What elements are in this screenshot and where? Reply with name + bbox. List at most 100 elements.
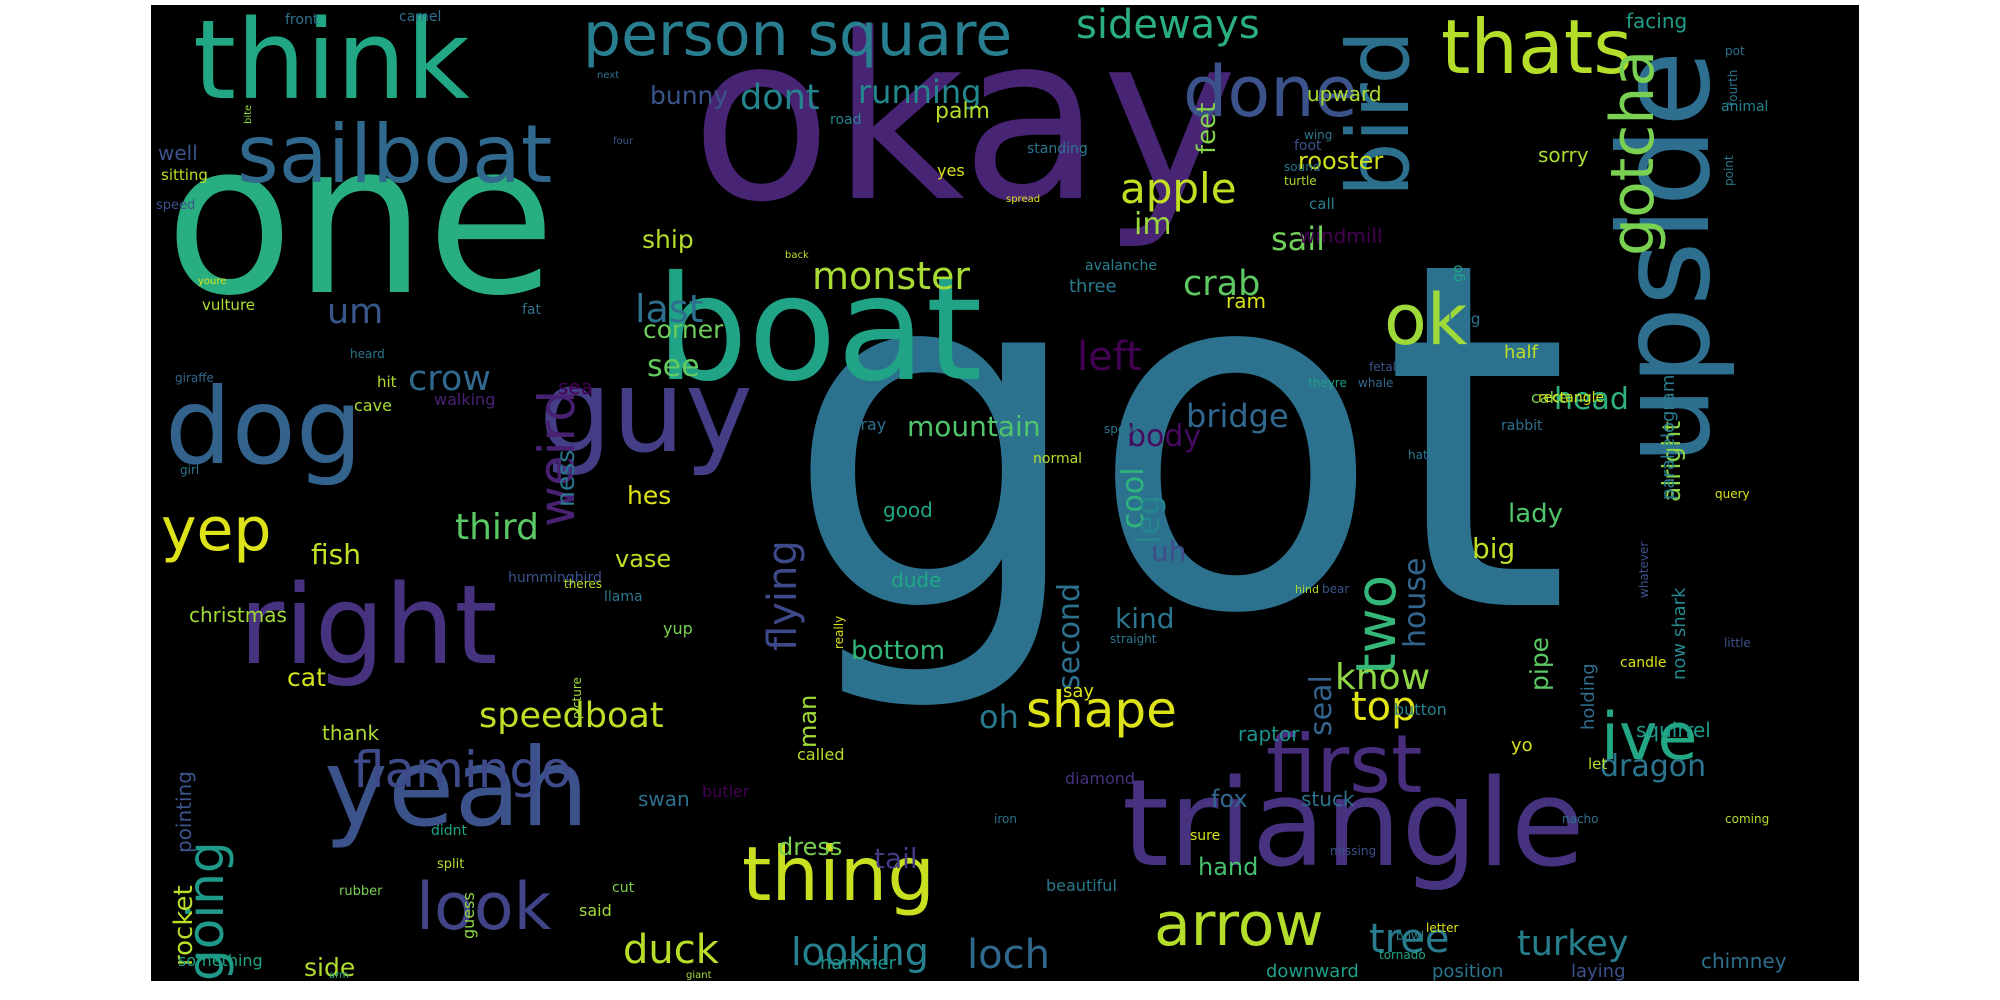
word-now-shark: now shark [1669,587,1690,680]
word-well: well [158,141,198,165]
word-heard: heard [350,347,385,361]
word-rectangle: rectangle [1538,390,1605,406]
word-missing: missing [1330,844,1377,858]
word-fish: fish [311,538,361,571]
word-bowl: bowl [1396,929,1425,943]
word-last: last [635,287,704,331]
word-ok: ok [1384,279,1468,361]
word-runner: runner [151,5,205,22]
word-turkey: turkey [1517,924,1629,964]
word-seal: seal [1304,675,1339,736]
word-kind: kind [1115,602,1175,635]
word-position: position [1432,961,1504,981]
word-sideways: sideways [1076,5,1260,48]
word-um: um [327,292,384,332]
word-second: second [1052,583,1087,690]
word-man: man [794,694,822,748]
word-corner: corner [643,315,724,344]
word-dog: dog [165,366,363,488]
word-body: body [1127,419,1202,454]
word-done: done [1183,51,1358,133]
word-four: four [613,136,634,147]
word-raptor: raptor [1238,722,1300,746]
word-giant: giant [686,970,712,981]
word-next: next [597,70,620,81]
word-good: good [883,498,933,522]
word-crab: crab [1183,264,1261,304]
word-arm: arm [329,970,349,981]
word-see: see [647,349,700,384]
word-something: something [178,951,263,970]
word-normal: normal [1033,451,1083,467]
word-sailboat: sailboat [237,108,553,201]
word-im: im [1134,207,1172,242]
word-standing: standing [1027,141,1088,157]
word-hammer: hammer [820,953,896,974]
word-split: split [437,857,465,872]
word-oh: oh [979,698,1019,736]
word-diamond: diamond [1065,769,1136,788]
word-say: say [1063,681,1095,702]
word-didnt: didnt [431,823,468,839]
word-dont: dont [740,78,820,118]
word-shape: shape [1026,681,1177,739]
word-house: house [1398,557,1433,648]
word-walking: walking [434,390,496,409]
word-ness: ness [551,449,580,507]
word-query: query [1715,487,1750,501]
word-third: third [455,507,539,548]
word-cave: cave [354,396,392,415]
word-bottom: bottom [851,636,946,666]
word-nacho: nacho [1562,812,1599,826]
word-picture: picture [570,677,584,719]
word-rooster: rooster [1298,147,1384,175]
word-llama: llama [604,589,643,605]
word-hummingbird: hummingbird [508,570,602,586]
word-one: one [165,97,556,342]
word-uh: uh [1151,535,1187,568]
word-arrow: arrow [1154,890,1324,960]
word-theyre: theyre [1308,376,1347,390]
word-sitting: sitting [161,166,208,184]
word-iron: iron [994,812,1017,826]
word-youre: youre [198,276,227,287]
word-side: side [304,953,356,981]
word-crow: crow [408,359,491,399]
word-parallelogram: parallelogram [1658,374,1679,500]
word-yeah: yeah [324,726,589,851]
word-speak: speak [1104,422,1140,436]
word-know: know [1335,657,1431,698]
word-hind: hind [1295,583,1319,596]
word-sorry: sorry [1538,143,1589,167]
word-fetal: fetal [1369,360,1396,374]
word-person-square: person square [583,5,1013,70]
word-think: think [193,5,470,124]
word-lady: lady [1508,499,1564,529]
word-button: button [1394,700,1447,719]
word-pointing: pointing [172,771,196,853]
word-upward: upward [1307,82,1382,106]
word-spread: spread [1006,194,1041,205]
word-yes: yes [937,161,965,180]
word-sea: sea [558,375,593,399]
word-dude: dude [891,568,942,592]
word-monster: monster [812,254,971,298]
word-holding: holding [1578,663,1599,730]
word-swan: swan [638,787,690,811]
word-bunny: bunny [650,81,729,110]
word-let: let [1588,755,1608,773]
word-looking: looking [791,930,929,974]
word-stuck: stuck [1301,787,1355,811]
word-fox: fox [1211,785,1248,813]
word-kicking: kicking [151,5,208,22]
word-back: back [785,250,809,261]
word-road: road [830,112,862,128]
word-got: got [784,160,1571,719]
word-ram: ram [1226,289,1266,313]
word-butler: butler [702,782,750,801]
word-beautiful: beautiful [1046,876,1117,895]
word-dragon: dragon [1600,749,1707,784]
word-fat: fat [522,302,541,318]
word-yo: yo [1511,735,1533,756]
word-hand: hand [1198,853,1259,881]
